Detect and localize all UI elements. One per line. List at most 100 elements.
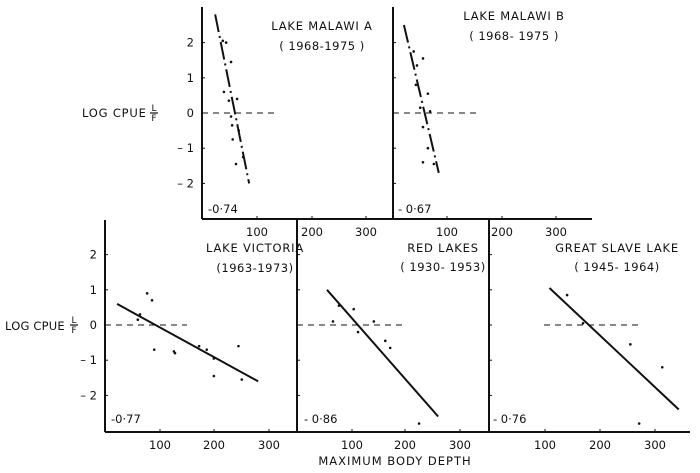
x-tick-label: 200: [301, 225, 323, 239]
y-tick-label: – 2: [80, 388, 97, 402]
data-point: [136, 318, 140, 322]
data-point: [152, 348, 156, 351]
data-point: [337, 304, 341, 307]
x-tick-label: 100: [436, 225, 458, 239]
data-point: [432, 162, 436, 166]
data-point: [212, 357, 216, 360]
panel-lake-malawi-b: 100 200 300 LAKE MALAWI B ( 1968- 1975 ) - 0·…: [392, 7, 592, 239]
data-point: [421, 125, 425, 129]
panel-lake-malawi-a: 2 1 0 – 1 – 2 100 200 300 LAKE MALAWI A ( 1968-19…: [177, 7, 393, 239]
panel-subtitle: ( 1968- 1975 ): [469, 29, 559, 43]
data-point: [224, 41, 228, 44]
panel-subtitle: ( 1930- 1953): [400, 260, 485, 274]
x-tick-label: 100: [246, 225, 268, 239]
data-point: [383, 339, 387, 343]
data-point: [234, 162, 238, 166]
data-point: [229, 60, 233, 64]
y-label-fraction-num: L: [71, 316, 76, 326]
panel-title: LAKE MALAWI A: [271, 19, 372, 33]
x-tick-label: 200: [589, 438, 611, 452]
panel-title: LAKE MALAWI B: [463, 9, 564, 23]
data-point: [417, 422, 421, 425]
data-point: [237, 344, 240, 348]
y-tick-label: – 1: [80, 353, 97, 367]
regression-line: [402, 24, 440, 174]
data-point: [221, 39, 225, 43]
y-label-fraction-num: L: [151, 104, 156, 114]
correlation-annotation: -0·74: [208, 202, 238, 216]
data-point: [421, 160, 425, 164]
data-point: [388, 346, 392, 350]
data-point: [415, 64, 419, 67]
x-tick-label: 300: [545, 225, 567, 239]
y-tick-label: 2: [187, 36, 194, 50]
regression-line: [326, 289, 439, 418]
data-point: [356, 330, 360, 334]
x-tick-label: 200: [203, 438, 225, 452]
data-point: [352, 307, 355, 311]
y-tick-label: 1: [90, 283, 97, 297]
data-point: [235, 97, 239, 101]
data-point: [212, 374, 216, 378]
x-tick-label: 300: [258, 438, 280, 452]
data-point: [660, 365, 664, 369]
x-tick-label: 300: [355, 225, 377, 239]
data-point: [412, 50, 416, 53]
data-point: [197, 344, 201, 348]
y-tick-label: – 2: [177, 176, 194, 190]
data-point: [205, 348, 209, 351]
panel-subtitle: (1963-1973): [216, 261, 293, 275]
data-point: [227, 99, 231, 102]
data-point: [237, 129, 241, 132]
data-point: [241, 155, 245, 159]
x-axis-title: MAXIMUM BODY DEPTH: [318, 454, 471, 468]
data-point: [418, 106, 422, 110]
panel-subtitle: ( 1968-1975 ): [279, 39, 364, 53]
x-tick-label: 100: [341, 438, 363, 452]
y-axis-label-top: LOG CPUE L F: [82, 104, 158, 124]
x-tick-label: 300: [644, 438, 666, 452]
y-tick-label: 0: [90, 318, 97, 332]
panel-subtitle: ( 1945- 1964): [574, 260, 659, 274]
panel-great-slave-lake: 100 200 300 GREAT SLAVE LAKE ( 1945- 1964) - …: [488, 220, 690, 452]
data-point: [414, 83, 418, 87]
panel-title: LAKE VICTORIA: [206, 241, 304, 255]
y-tick-label: 0: [187, 106, 194, 120]
x-tick-label: 100: [149, 438, 171, 452]
regression-line: [214, 14, 251, 184]
data-point: [231, 138, 234, 141]
data-point: [372, 320, 376, 323]
y-label-fraction-den: F: [151, 114, 156, 124]
data-point: [229, 115, 233, 118]
x-tick-label: 100: [534, 438, 556, 452]
y-label-fraction-den: F: [71, 326, 76, 336]
correlation-annotation: -0·77: [111, 412, 141, 426]
y-tick-label: 1: [187, 71, 194, 85]
y-label-text: LOG CPUE: [5, 319, 65, 333]
regression-line: [116, 303, 259, 383]
correlation-annotation: - 0·86: [304, 412, 337, 426]
data-point: [637, 422, 641, 425]
panel-title: GREAT SLAVE LAKE: [555, 241, 679, 255]
data-point: [426, 92, 430, 95]
x-tick-label: 300: [449, 438, 471, 452]
x-tick-label: 200: [394, 438, 416, 452]
data-point: [230, 124, 234, 127]
data-point: [222, 90, 226, 94]
data-point: [565, 293, 569, 297]
regression-line: [548, 287, 680, 411]
data-point: [240, 378, 244, 381]
correlation-annotation: - 0·67: [398, 202, 431, 216]
data-point: [173, 351, 177, 355]
panel-red-lakes: 100 200 300 RED LAKES ( 1930- 1953) - 0·86: [296, 220, 489, 452]
data-point: [331, 320, 335, 323]
data-point: [428, 109, 432, 113]
y-tick-label: – 1: [177, 141, 194, 155]
x-tick-label: 200: [491, 225, 513, 239]
y-axis-label-bottom: LOG CPUE L F: [5, 316, 78, 336]
data-point: [426, 146, 430, 150]
panel-lake-victoria: 2 1 0 – 1 – 2 100 200 300 LAKE VICTORIA (1963-197…: [80, 220, 304, 452]
data-point: [138, 313, 142, 316]
panel-title: RED LAKES: [407, 241, 479, 255]
